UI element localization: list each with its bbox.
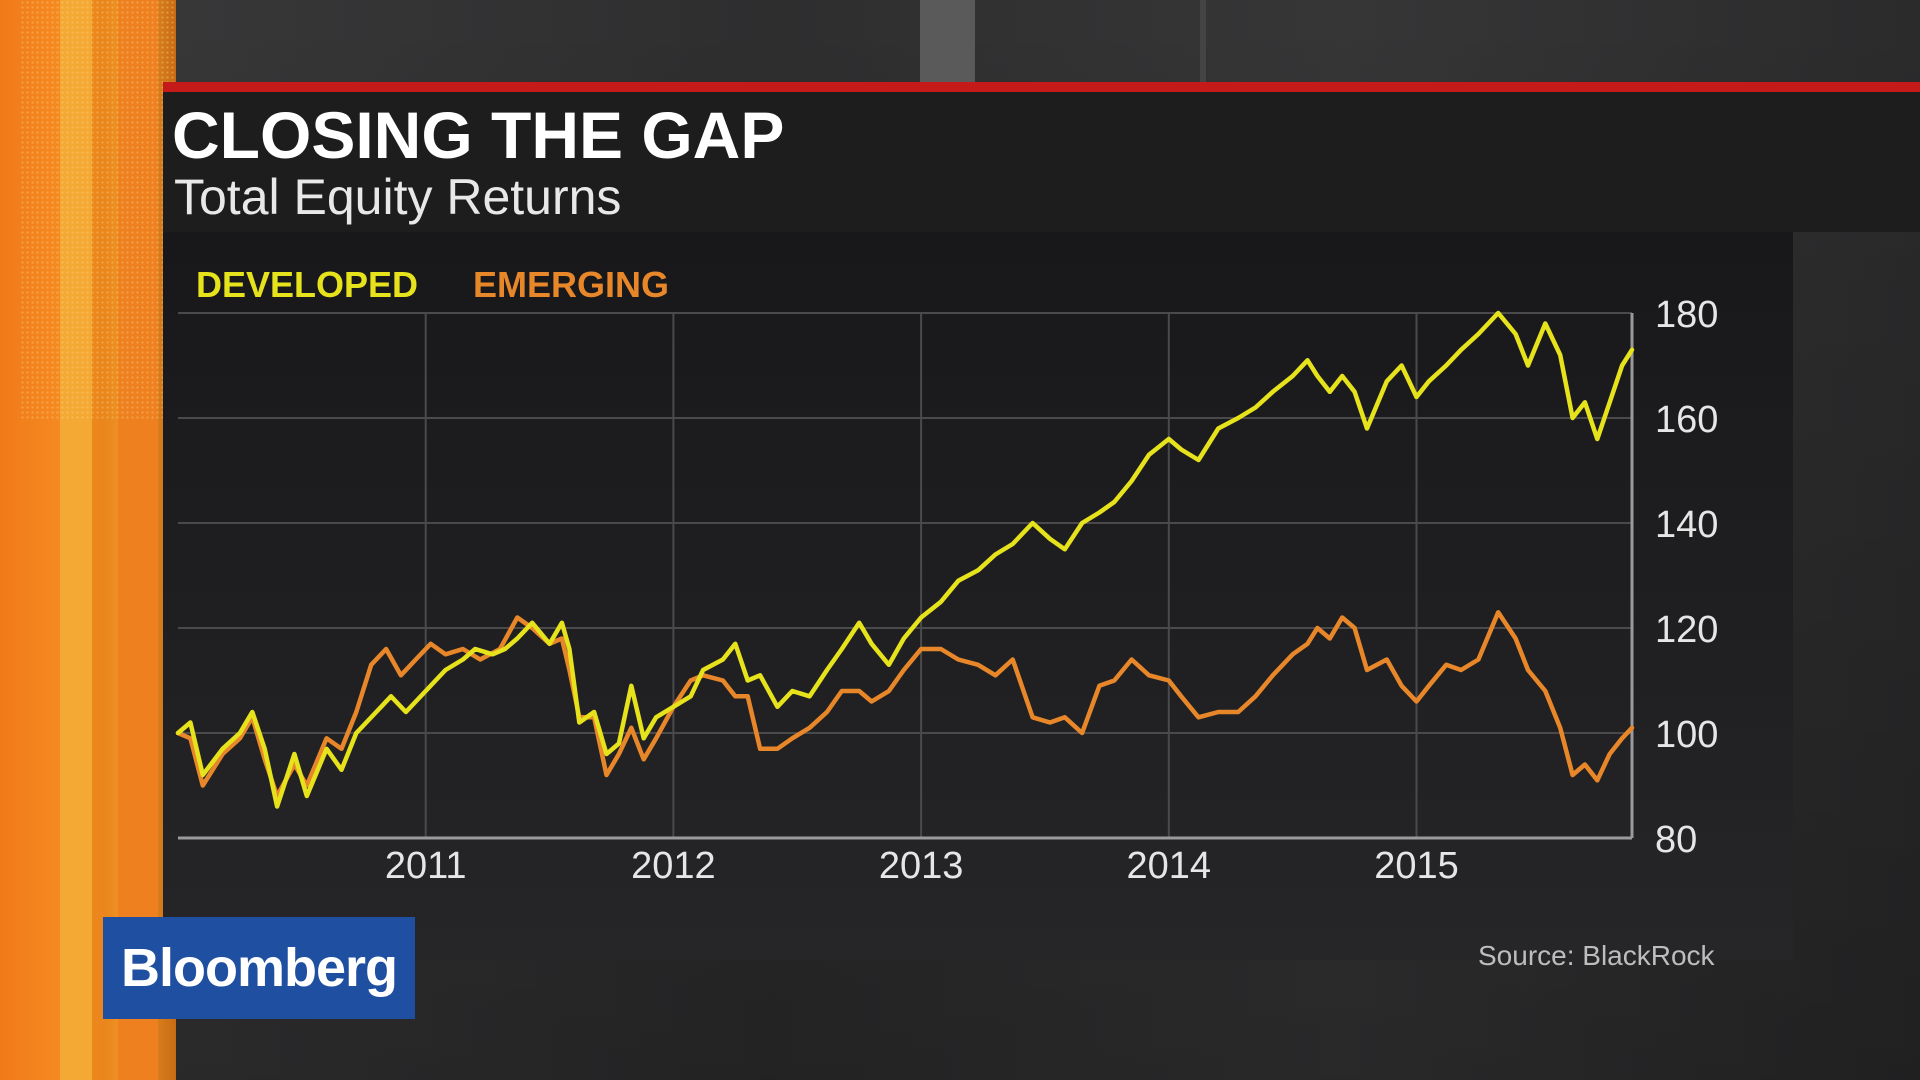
orange-stripe [118,0,158,1080]
source-note: Source: BlackRock [1478,940,1715,971]
x-tick-label: 2011 [385,845,467,887]
orange-stripe [60,0,92,1080]
background-pillar [1200,0,1206,90]
y-tick-label: 80 [1655,819,1697,861]
x-tick-label: 2015 [1374,845,1459,887]
series-line-developed [175,310,1635,809]
accent-red-line [163,82,1920,92]
y-tick-label: 100 [1655,714,1718,756]
legend-developed: DEVELOPED [196,264,419,305]
orange-side-panel [0,0,176,1080]
dot-texture [20,0,176,420]
x-tick-label: 2014 [1127,845,1212,887]
bloomberg-logo: Bloomberg [103,917,415,1019]
x-tick-label: 2012 [631,845,716,887]
header-panel [163,82,1920,232]
legend-emerging: EMERGING [473,264,670,305]
x-tick-label: 2013 [879,845,964,887]
y-tick-label: 160 [1655,399,1718,441]
background-pillar [920,0,975,90]
logo-text: Bloomberg [120,938,398,998]
y-tick-label: 140 [1655,504,1718,546]
chart-title: CLOSING THE GAP [172,98,785,172]
series-line-emerging [175,610,1635,799]
chart-subtitle: Total Equity Returns [174,169,622,225]
y-tick-label: 120 [1655,609,1718,651]
y-tick-label: 180 [1655,294,1718,336]
